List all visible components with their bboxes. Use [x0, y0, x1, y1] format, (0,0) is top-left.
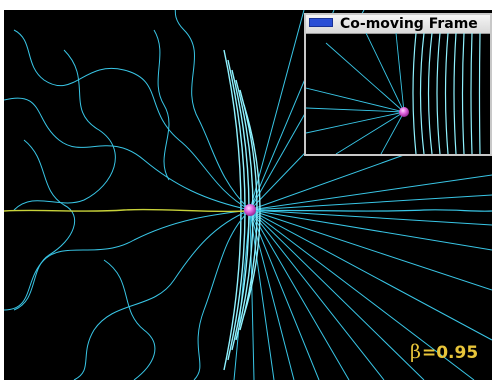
beta-value: =0.95	[421, 343, 479, 363]
motion-axis	[4, 208, 492, 213]
comoving-frame-window[interactable]: Co-moving Frame	[304, 13, 492, 156]
comoving-window-titlebar[interactable]: Co-moving Frame	[306, 15, 490, 34]
window-system-icon[interactable]	[309, 18, 333, 27]
comoving-field-plot	[306, 33, 481, 154]
comoving-window-title: Co-moving Frame	[340, 16, 478, 32]
comoving-radial-lines	[306, 33, 405, 154]
field-lines-plot	[4, 10, 492, 380]
comoving-shell-lines	[412, 33, 481, 154]
comoving-point-charge-icon	[399, 107, 409, 117]
beta-readout: β=0.95	[410, 342, 478, 363]
field-simulation-canvas: Co-moving Frame	[4, 10, 492, 380]
radial-field-lines	[233, 10, 492, 380]
beta-symbol: β	[410, 341, 421, 363]
point-charge-icon	[244, 204, 256, 216]
wavy-field-lines	[4, 10, 251, 380]
